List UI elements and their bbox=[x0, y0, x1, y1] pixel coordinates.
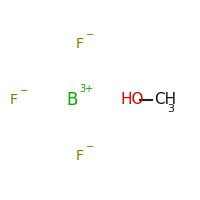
Text: 3+: 3+ bbox=[79, 84, 93, 94]
Text: −: − bbox=[20, 86, 28, 96]
Text: −: − bbox=[86, 30, 94, 40]
Text: F: F bbox=[10, 93, 18, 107]
Text: F: F bbox=[76, 149, 84, 163]
Text: −: − bbox=[86, 142, 94, 152]
Text: B: B bbox=[66, 91, 77, 109]
Text: CH: CH bbox=[154, 92, 176, 108]
Text: 3: 3 bbox=[168, 104, 175, 114]
Text: F: F bbox=[76, 37, 84, 51]
Text: HO: HO bbox=[120, 92, 144, 108]
